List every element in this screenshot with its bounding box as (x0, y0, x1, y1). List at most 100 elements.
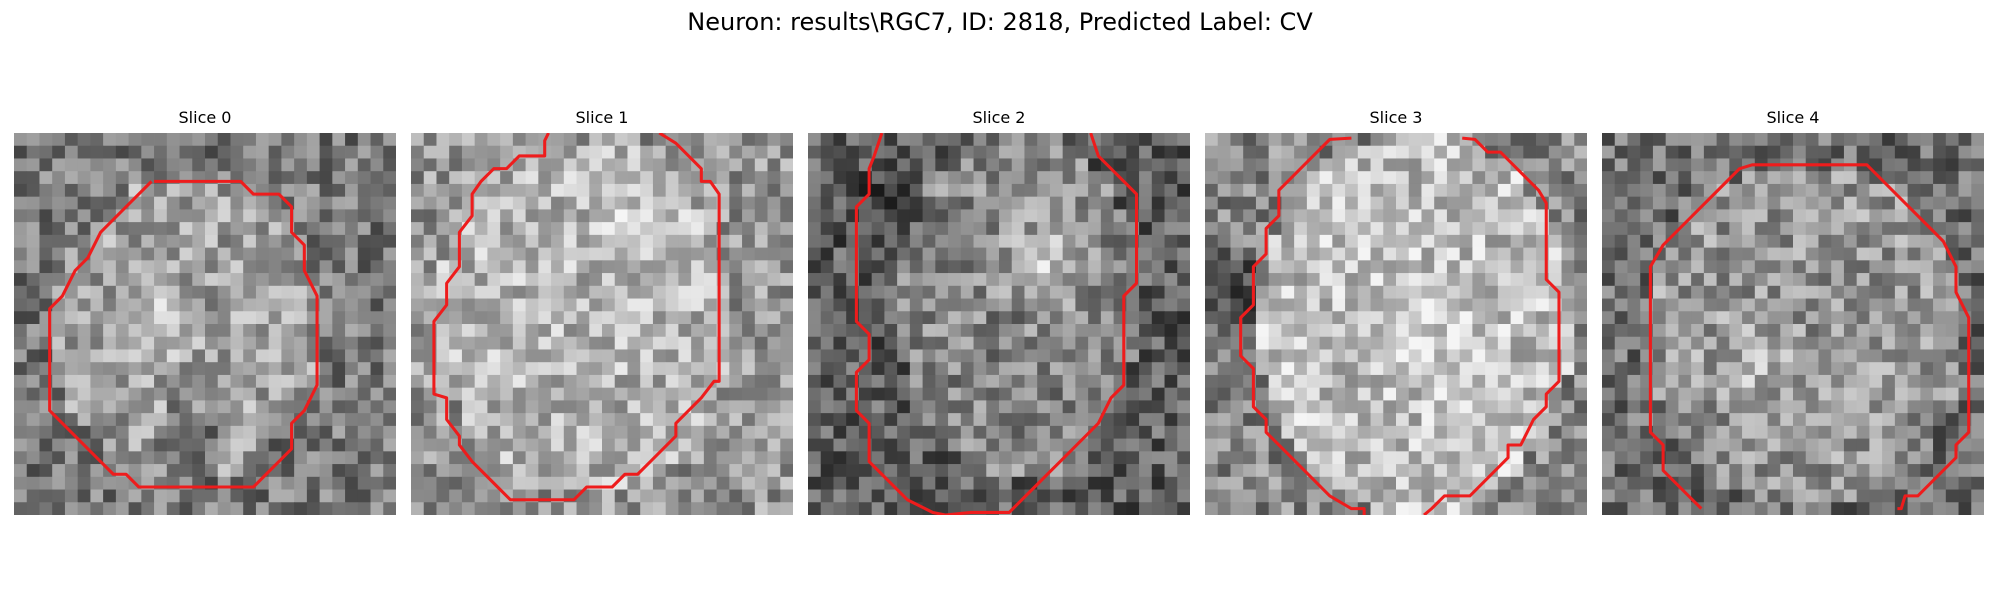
pixel (268, 438, 282, 452)
pixel (192, 413, 206, 427)
pixel (500, 133, 514, 147)
pixel (551, 260, 565, 274)
pixel (103, 196, 117, 210)
pixel (77, 171, 91, 185)
pixel (1716, 209, 1730, 223)
pixel (820, 387, 834, 401)
pixel (1151, 247, 1165, 261)
pixel (1243, 247, 1257, 261)
pixel (1037, 196, 1051, 210)
pixel (1139, 209, 1153, 223)
pixel (960, 362, 974, 376)
pixel (576, 222, 590, 236)
pixel (1126, 400, 1140, 414)
pixel (64, 387, 79, 401)
pixel (1894, 425, 1908, 439)
pixel (922, 222, 936, 236)
pixel (1357, 400, 1371, 414)
pixel (64, 311, 79, 325)
pixel (999, 145, 1013, 159)
pixel (52, 273, 66, 287)
pixel (1088, 171, 1102, 185)
pixel (1319, 489, 1333, 503)
pixel (1164, 387, 1178, 401)
pixel (1332, 413, 1346, 427)
pixel (1472, 247, 1486, 261)
pixel (665, 311, 679, 325)
pixel (90, 145, 104, 159)
pixel (1306, 145, 1320, 159)
pixel (1729, 298, 1743, 312)
pixel (820, 133, 834, 147)
pixel (780, 438, 793, 452)
pixel (973, 413, 987, 427)
pixel (128, 260, 142, 274)
pixel (1716, 374, 1730, 389)
pixel (1370, 438, 1384, 452)
pixel (39, 209, 53, 223)
pixel (922, 349, 936, 363)
pixel (665, 247, 679, 261)
pixel (1882, 476, 1896, 490)
pixel (243, 451, 257, 465)
pixel (627, 476, 641, 490)
pixel (563, 311, 577, 325)
pixel (1459, 171, 1473, 185)
pixel (436, 464, 450, 478)
pixel (1574, 273, 1587, 287)
pixel (205, 145, 219, 159)
pixel (1205, 222, 1219, 236)
pixel (1907, 451, 1921, 465)
pixel (166, 196, 180, 210)
pixel (1665, 349, 1679, 363)
pixel (1805, 502, 1819, 515)
pixel (960, 171, 974, 185)
pixel (563, 451, 577, 465)
pixel (90, 171, 104, 185)
pixel (1561, 234, 1575, 248)
pixel (960, 209, 974, 223)
pixel (205, 222, 219, 236)
pixel (319, 209, 333, 223)
pixel (192, 183, 206, 198)
pixel (1383, 425, 1397, 439)
pixel (1088, 158, 1102, 172)
pixel (423, 209, 437, 223)
pixel (487, 362, 501, 376)
pixel (589, 196, 603, 210)
pixel (1100, 362, 1114, 376)
pixel (1523, 183, 1537, 198)
pixel (294, 311, 308, 325)
pixel (268, 476, 282, 490)
pixel (115, 336, 129, 350)
pixel (77, 400, 91, 414)
pixel (179, 273, 193, 287)
pixel (833, 387, 847, 401)
pixel (1561, 502, 1575, 515)
pixel (1678, 425, 1692, 439)
pixel (1255, 438, 1270, 452)
pixel (1742, 247, 1756, 261)
pixel (1793, 349, 1807, 363)
pixel (1332, 145, 1346, 159)
pixel (1306, 464, 1320, 478)
pixel (665, 298, 679, 312)
pixel (767, 196, 781, 210)
pixel (1408, 171, 1422, 185)
pixel (1856, 273, 1870, 287)
pixel (370, 145, 384, 159)
pixel (729, 502, 743, 515)
pixel (678, 464, 692, 478)
pixel (357, 209, 371, 223)
pixel (205, 502, 219, 515)
pixel (1691, 311, 1705, 325)
pixel (1920, 324, 1934, 338)
pixel (1971, 311, 1984, 325)
pixel (1113, 502, 1127, 515)
pixel (1370, 133, 1384, 147)
pixel (627, 349, 641, 363)
pixel (1294, 489, 1308, 503)
pixel (1217, 349, 1231, 363)
pixel (1523, 311, 1537, 325)
pixel (576, 260, 590, 274)
